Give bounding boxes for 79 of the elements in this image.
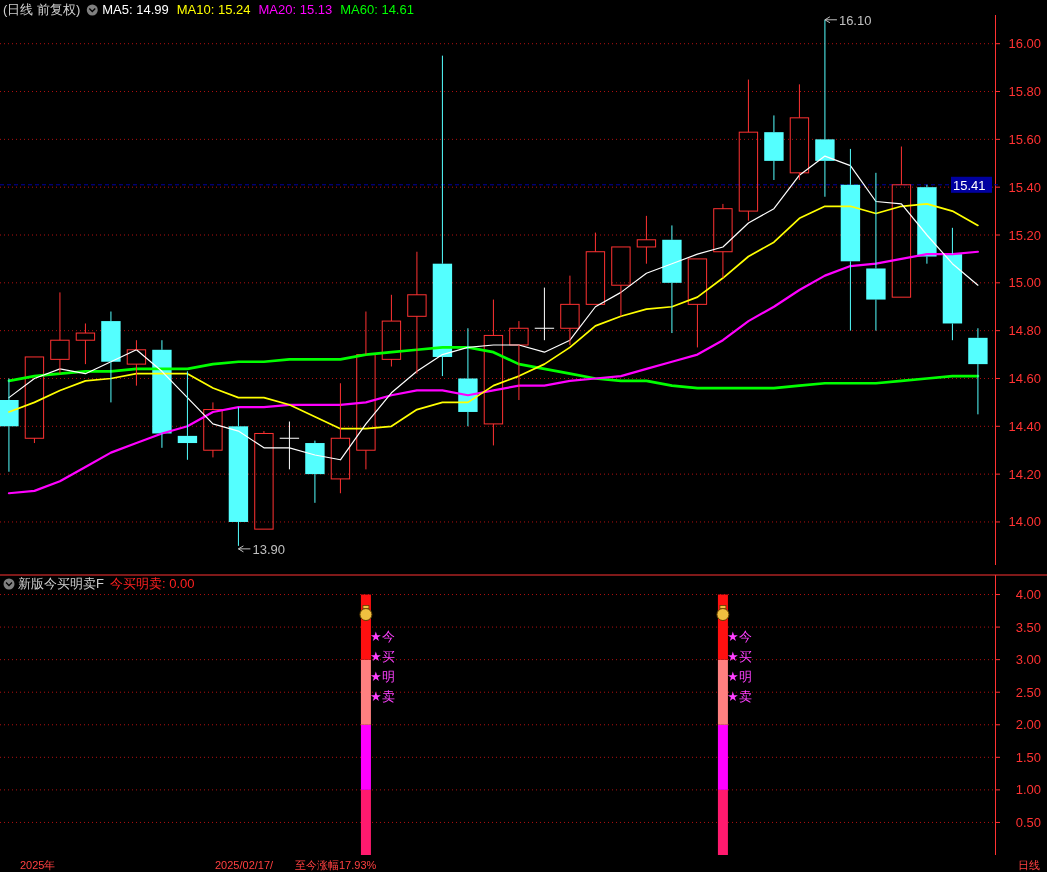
y-tick-label: 14.60 <box>1008 370 1041 386</box>
bar <box>360 659 371 725</box>
text: ★明 <box>726 668 752 684</box>
y-tick-label: 15.60 <box>1008 131 1041 147</box>
text: 2025年 <box>20 859 56 871</box>
candlestick <box>228 406 249 547</box>
candlestick <box>509 320 529 401</box>
candlestick <box>917 184 937 265</box>
text: ★卖 <box>726 688 752 704</box>
candlestick <box>764 114 784 181</box>
y-tick-label: 1.50 <box>1015 749 1041 765</box>
y-tick-label: 2.00 <box>1015 717 1041 733</box>
y-tick-label: 14.00 <box>1008 514 1041 530</box>
y-tick-label: 2.50 <box>1015 684 1041 700</box>
candlestick <box>560 275 580 346</box>
text: 2025/02/17/ <box>215 859 275 871</box>
annotation: 16.10 <box>838 12 872 28</box>
candlestick <box>330 382 351 494</box>
annotation: 13.90 <box>252 541 285 557</box>
candlestick <box>866 172 886 332</box>
candlestick <box>381 294 402 368</box>
candlestick <box>407 251 427 375</box>
y-tick-label: 15.80 <box>1008 84 1041 100</box>
text: MA10: 15.24 <box>176 2 251 17</box>
candlestick <box>636 215 657 265</box>
y-tick-label: 14.40 <box>1008 418 1041 434</box>
y-tick-label: 14.80 <box>1008 323 1041 339</box>
annotation: ★明 <box>369 668 395 684</box>
candlestick <box>305 440 325 504</box>
y-tick-label: 14.20 <box>1008 466 1041 482</box>
text: 至今涨幅17.93% <box>295 859 377 871</box>
candlestick <box>713 203 733 279</box>
candlestick <box>432 55 453 377</box>
candlestick <box>738 79 759 222</box>
candlestick <box>126 339 147 387</box>
text: MA20: 15.13 <box>258 2 333 17</box>
y-tick-label: 1.00 <box>1015 782 1041 798</box>
candlestick <box>0 377 19 473</box>
bar <box>360 724 371 790</box>
y-tick-label: 15.20 <box>1008 227 1041 243</box>
chart-title: 新版今买明卖F <box>18 576 104 591</box>
chart-title: (日线 前复权) <box>3 2 81 17</box>
annotation: ★买 <box>369 648 395 664</box>
candlestick <box>534 287 555 341</box>
y-tick-label: 3.50 <box>1015 619 1041 635</box>
text: MA60: 14.61 <box>340 2 414 17</box>
y-tick-label: 16.00 <box>1008 36 1041 52</box>
line-series <box>7 346 980 390</box>
candlestick <box>152 339 172 449</box>
candlestick <box>789 83 810 181</box>
bar <box>717 789 728 855</box>
annotation: ★今 <box>369 628 395 644</box>
ref-line-label: 15.41 <box>953 177 986 193</box>
text: ★今 <box>726 628 752 644</box>
candlestick <box>662 224 682 334</box>
candlestick <box>356 311 376 470</box>
line-series <box>7 250 980 495</box>
bar <box>360 789 371 855</box>
text: 日线 <box>1018 859 1040 871</box>
candlestick <box>203 401 223 458</box>
text: MA5: 14.99 <box>102 2 169 17</box>
y-tick-label: 15.00 <box>1008 275 1041 291</box>
candlestick <box>840 148 861 332</box>
text: ★买 <box>726 648 752 664</box>
y-tick-label: 3.00 <box>1015 652 1041 668</box>
y-tick-label: 15.40 <box>1008 179 1041 195</box>
candlestick <box>483 299 504 446</box>
candlestick <box>75 322 96 365</box>
chart-subtitle: 今买明卖: 0.00 <box>109 576 195 591</box>
candlestick <box>942 227 963 341</box>
bar <box>717 724 728 790</box>
candlestick <box>101 311 121 403</box>
candlestick <box>968 327 988 415</box>
annotation: ★卖 <box>369 688 395 704</box>
y-tick-label: 4.00 <box>1015 587 1041 603</box>
candlestick <box>177 370 198 461</box>
bar <box>717 659 728 725</box>
y-tick-label: 0.50 <box>1015 814 1041 830</box>
candlestick <box>50 291 70 375</box>
